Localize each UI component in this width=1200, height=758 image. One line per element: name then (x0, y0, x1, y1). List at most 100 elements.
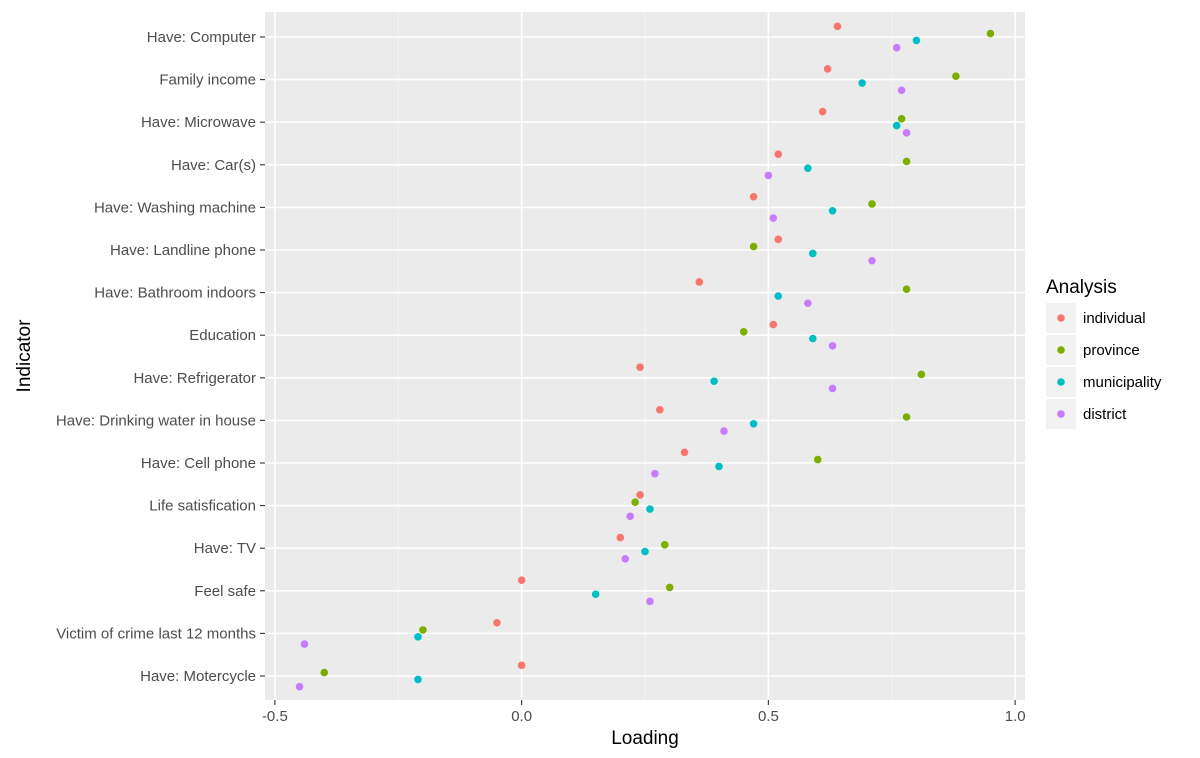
point-municipality (710, 377, 718, 386)
point-province (813, 455, 822, 464)
point-district (804, 299, 812, 308)
y-tick-label: Have: Washing machine (94, 199, 256, 216)
point-individual (636, 363, 644, 371)
point-municipality (646, 505, 654, 513)
point-municipality (912, 36, 921, 45)
point-individual (656, 405, 664, 414)
point-municipality (774, 292, 783, 300)
legend-label: district (1083, 406, 1127, 423)
point-district (764, 171, 773, 180)
x-tick-label: 0.5 (758, 708, 779, 725)
point-municipality (715, 462, 723, 471)
y-tick-label: Family income (159, 72, 256, 89)
point-province (986, 29, 995, 38)
x-tick-label: 1.0 (1005, 708, 1026, 725)
point-province (897, 114, 906, 123)
x-tick-label: -0.5 (262, 708, 288, 725)
point-municipality (414, 675, 422, 684)
y-tick-label: Have: Drinking water in house (56, 412, 256, 429)
point-district (651, 469, 659, 478)
point-district (769, 214, 778, 222)
y-tick-label: Life satisfication (149, 498, 256, 515)
point-province (902, 285, 911, 293)
y-tick-label: Victim of crime last 12 months (56, 625, 256, 642)
point-municipality (804, 164, 812, 173)
point-individual (818, 107, 827, 116)
point-individual (616, 533, 625, 542)
point-municipality (808, 334, 817, 343)
point-municipality (641, 547, 649, 556)
point-province (660, 540, 669, 549)
point-district (626, 512, 634, 521)
point-individual (695, 278, 704, 286)
point-individual (833, 22, 842, 31)
y-tick-label: Have: Car(s) (171, 157, 256, 174)
point-district (300, 640, 309, 648)
legend-key-district (1057, 410, 1065, 418)
point-district (720, 427, 728, 435)
point-province (902, 157, 911, 166)
y-tick-label: Education (189, 327, 256, 344)
point-province (917, 370, 926, 379)
point-individual (774, 150, 783, 158)
point-individual (749, 192, 758, 201)
point-municipality (808, 249, 817, 258)
legend-label: province (1083, 342, 1140, 359)
point-municipality (892, 121, 901, 130)
point-province (749, 242, 758, 251)
point-district (868, 256, 876, 265)
point-municipality (858, 79, 866, 87)
point-district (892, 43, 901, 52)
y-tick-label: Have: Bathroom indoors (94, 285, 256, 302)
y-tick-label: Have: TV (194, 540, 256, 557)
y-axis-title: Indicator (14, 319, 35, 393)
point-district (295, 682, 304, 691)
point-individual (680, 448, 689, 457)
point-province (902, 413, 911, 421)
legend-label: municipality (1083, 374, 1162, 391)
major-gridlines (265, 12, 1025, 700)
point-municipality (414, 633, 422, 641)
x-axis-title: Loading (611, 728, 679, 749)
point-individual (517, 576, 526, 584)
y-tick-label: Have: Microwave (141, 114, 256, 131)
legend-label: individual (1083, 310, 1146, 327)
y-tick-label: Have: Motercycle (140, 668, 256, 685)
x-tick-label: 0.0 (511, 708, 532, 725)
legend-title: Analysis (1046, 277, 1117, 298)
minor-gridlines (397, 12, 893, 700)
point-individual (769, 320, 778, 329)
point-province (739, 327, 748, 336)
y-tick-label: Have: Cell phone (141, 455, 256, 472)
legend: Analysis individual province municipality d… (1046, 277, 1162, 429)
point-district (902, 129, 911, 137)
point-individual (493, 618, 501, 627)
point-province (952, 72, 960, 80)
point-individual (823, 65, 832, 73)
point-municipality (749, 420, 758, 428)
point-province (320, 668, 329, 677)
legend-key-province (1057, 346, 1065, 354)
point-individual (636, 491, 644, 499)
point-municipality (828, 207, 837, 215)
point-province (665, 583, 674, 592)
point-individual (517, 661, 526, 670)
point-district (646, 597, 654, 606)
y-axis: Have: Computer Family income Have: Microwa… (56, 29, 265, 685)
x-axis: -0.5 0.0 0.5 1.0 (262, 700, 1026, 725)
legend-key-municipality (1057, 378, 1065, 386)
data-points (295, 22, 995, 691)
y-tick-label: Have: Refrigerator (133, 370, 256, 387)
point-district (897, 86, 906, 95)
y-tick-label: Feel safe (194, 583, 256, 600)
point-district (828, 384, 837, 393)
point-individual (774, 235, 783, 244)
point-municipality (591, 590, 600, 599)
point-province (868, 200, 876, 208)
point-district (828, 342, 837, 350)
point-province (419, 626, 427, 634)
point-district (621, 555, 630, 563)
y-tick-label: Have: Computer (147, 29, 256, 46)
point-province (631, 498, 639, 506)
